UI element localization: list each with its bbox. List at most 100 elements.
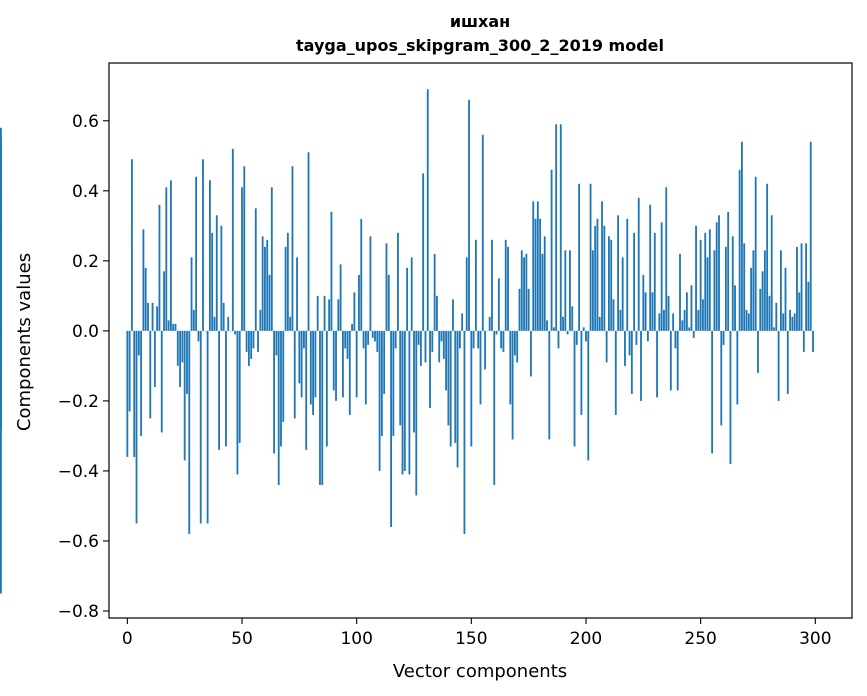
bar — [711, 330, 714, 454]
bar — [527, 288, 530, 331]
bar — [380, 330, 383, 436]
bar — [268, 274, 271, 331]
bar — [548, 330, 551, 440]
bar — [475, 239, 477, 331]
bar — [621, 257, 624, 331]
bar — [179, 330, 181, 387]
bar — [328, 299, 331, 331]
x-tick-label: 200 — [570, 629, 602, 649]
bar — [417, 330, 420, 345]
bar — [323, 295, 326, 331]
bar — [745, 309, 748, 331]
bar — [156, 306, 159, 331]
bar — [282, 330, 285, 422]
bar — [543, 236, 546, 331]
bar — [676, 330, 679, 391]
bar — [186, 330, 188, 394]
bar — [484, 330, 486, 370]
bar — [403, 330, 406, 471]
bar — [750, 267, 753, 331]
bar — [532, 201, 535, 331]
bar — [426, 89, 429, 331]
bar — [591, 250, 594, 331]
bar — [298, 330, 301, 384]
bar — [277, 330, 280, 485]
bar — [213, 316, 216, 331]
bar — [658, 313, 661, 331]
bar — [215, 215, 218, 331]
bar — [555, 124, 558, 331]
bar — [0, 330, 2, 429]
y-tick-label: 0.4 — [72, 182, 99, 202]
bar — [569, 250, 571, 331]
x-axis-label: Vector components — [393, 661, 567, 682]
bar — [142, 229, 145, 331]
bar — [550, 169, 553, 331]
bar — [763, 250, 766, 331]
bar — [635, 330, 638, 345]
bar — [250, 330, 253, 359]
bar — [202, 159, 204, 331]
bar — [640, 330, 642, 401]
bar — [653, 232, 656, 331]
bar — [419, 330, 422, 366]
bar — [458, 330, 461, 349]
bar — [663, 309, 665, 331]
bar — [518, 288, 521, 331]
x-tick-label: 50 — [231, 629, 253, 649]
bar — [245, 330, 248, 352]
bar — [332, 330, 335, 391]
bar — [364, 330, 367, 405]
bar — [289, 316, 292, 331]
bar — [153, 330, 156, 387]
bar — [355, 330, 358, 398]
bar — [383, 330, 386, 394]
bar — [796, 246, 798, 331]
bar — [346, 330, 349, 359]
bar — [612, 299, 615, 331]
bar — [585, 330, 587, 342]
bar — [743, 243, 746, 331]
bar — [254, 208, 257, 331]
bar — [718, 215, 720, 331]
bar — [144, 267, 147, 331]
bar — [227, 316, 230, 331]
bar — [610, 239, 613, 331]
bar — [165, 187, 168, 331]
bar — [286, 232, 289, 331]
bar — [170, 180, 172, 331]
x-tick-label: 100 — [340, 629, 372, 649]
bar — [624, 330, 626, 366]
bar — [406, 267, 409, 331]
bar — [759, 288, 762, 331]
bar — [646, 330, 649, 342]
bar — [598, 316, 601, 331]
y-tick-label: −0.2 — [58, 392, 99, 412]
bar — [752, 250, 755, 331]
bar — [807, 281, 810, 331]
bar — [147, 302, 149, 331]
bar — [275, 330, 278, 356]
bar — [468, 99, 470, 331]
bar — [571, 306, 574, 331]
bar — [259, 309, 262, 331]
bar — [800, 243, 803, 331]
bar — [392, 330, 395, 436]
bar — [337, 299, 340, 331]
bar — [589, 183, 592, 331]
bar — [786, 330, 789, 394]
bar — [481, 134, 484, 331]
bar — [731, 236, 734, 331]
bar — [573, 330, 576, 447]
bar — [614, 330, 617, 415]
x-tick-label: 0 — [122, 629, 133, 649]
bar — [360, 218, 363, 331]
bar — [128, 330, 131, 412]
bar — [252, 330, 255, 349]
bar — [761, 271, 764, 331]
bar — [385, 243, 388, 331]
bar — [768, 295, 771, 331]
bar — [160, 330, 163, 433]
bar — [580, 330, 583, 415]
